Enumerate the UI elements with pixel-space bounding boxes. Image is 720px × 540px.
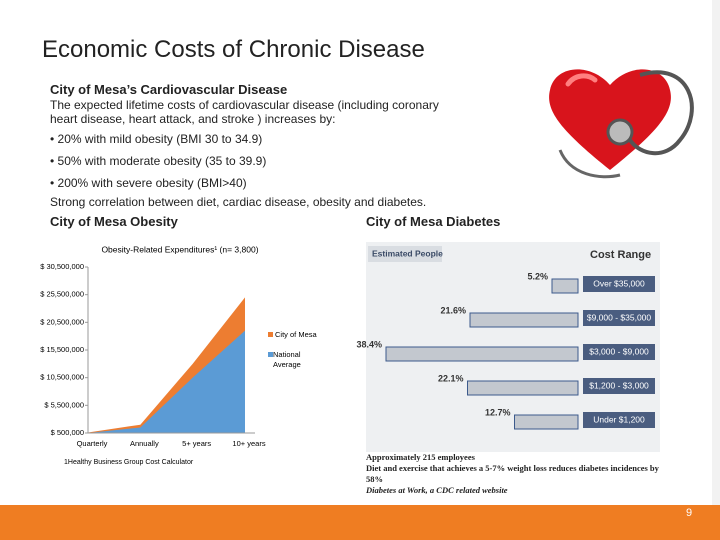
legend-swatch [268,352,273,357]
note: Approximately 215 employees [366,452,475,462]
range-box [583,344,655,360]
bullet: • 20% with mild obesity (BMI 30 to 34.9) [50,132,263,146]
footer-bar [0,505,720,540]
y-tick-label: $ 10,500,000 [40,373,84,382]
bar [385,346,579,362]
category-label: $1,200 - $3,000 [589,380,649,390]
y-tick-label: $ 20,500,000 [40,317,84,326]
bar [551,278,579,294]
range-box [583,276,655,292]
chart-title: Obesity-Related Expenditures¹ (n= 3,800) [101,244,258,254]
x-tick-label: 5+ years [182,439,211,448]
area [88,330,245,433]
category-label: Under $1,200 [593,414,645,424]
bullet-list: • 20% with mild obesity (BMI 30 to 34.9)… [50,132,266,198]
range-box [583,310,655,326]
y-tick-label: $ 25,500,000 [40,290,84,299]
diabetes-heading: City of Mesa Diabetes [366,214,501,229]
column-header: Estimated People [372,248,443,258]
column-header: Cost Range [590,249,651,261]
legend-label: National Average [273,350,301,369]
value-label: 5.2% [527,271,548,281]
obesity-heading: City of Mesa Obesity [50,214,178,229]
header-bg [368,246,442,262]
bar [469,312,579,328]
note: Diabetes at Work, a CDC related website [366,485,508,495]
y-tick-label: $ 30,500,000 [40,262,84,271]
bar [467,380,579,396]
x-tick-label: Annually [130,439,159,448]
subtitle: City of Mesa’s Cardiovascular Disease [50,82,288,97]
value-label: 22.1% [438,373,464,383]
bullet: • 50% with moderate obesity (35 to 39.9) [50,154,267,168]
category-label: Over $35,000 [593,278,645,288]
value-label: 12.7% [485,407,511,417]
heart-illustration [549,69,694,179]
category-label: $3,000 - $9,000 [589,346,649,356]
x-tick-label: Quarterly [77,439,108,448]
legend-label: City of Mesa [275,330,318,339]
page-number: 9 [686,507,693,519]
y-tick-label: $ 15,500,000 [40,345,84,354]
bar [514,414,579,430]
side-strip [712,0,720,505]
footnote: 1Healthy Business Group Cost Calculator [64,459,194,466]
y-tick-label: $ 5,500,000 [44,400,84,409]
legend-swatch [268,332,273,337]
range-box [583,378,655,394]
category-label: $9,000 - $35,000 [587,312,652,322]
diabetes-notes: Approximately 215 employees Diet and exer… [366,452,666,496]
value-label: 38.4% [356,339,382,349]
bullet: • 200% with severe obesity (BMI>40) [50,176,247,190]
intro: The expected lifetime costs of cardiovas… [50,98,439,126]
value-label: 21.6% [440,305,466,315]
note: Diet and exercise that achieves a 5-7% w… [366,463,659,484]
x-tick-label: 10+ years [232,439,265,448]
range-box [583,412,655,428]
slide-title: Economic Costs of Chronic Disease [42,36,425,63]
y-tick-label: $ 500,000 [51,428,84,437]
correlation: Strong correlation between diet, cardiac… [50,195,427,209]
